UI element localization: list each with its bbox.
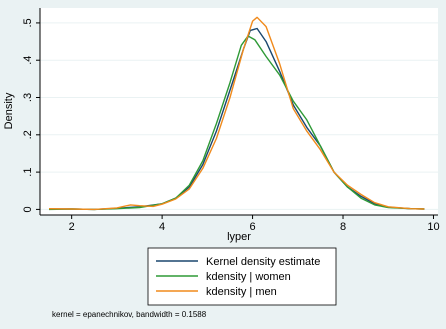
axes: [39, 8, 438, 216]
series-line-1: [48, 35, 425, 211]
y-tick-label-4: .4: [22, 56, 34, 65]
x-tick-label-3: 8: [340, 221, 346, 233]
y-tick-label-2: .2: [22, 130, 34, 139]
plot-area: [40, 8, 438, 215]
x-axis-title: lyper: [227, 231, 251, 243]
series-line-2: [48, 16, 425, 211]
kernel-note: kernel = epanechnikov, bandwidth = 0.158…: [52, 310, 207, 319]
y-tick-label-1: .1: [22, 168, 34, 177]
y-tick-label-5: .5: [22, 18, 34, 27]
legend: Kernel density estimate kdensity | women k…: [147, 247, 337, 306]
legend-label-1: kdensity | women: [206, 271, 291, 283]
x-tick-label-0: 2: [69, 221, 75, 233]
x-ticks: 2 4 6 8 10: [69, 215, 440, 233]
x-tick-label-1: 4: [159, 221, 165, 233]
x-tick-label-4: 10: [427, 221, 439, 233]
series-lines: [48, 16, 425, 211]
y-tick-label-3: .3: [22, 93, 34, 102]
legend-label-2: kdensity | men: [206, 286, 277, 298]
x-tick-label-2: 6: [250, 221, 256, 233]
y-axis-title: Density: [3, 92, 15, 129]
legend-label-0: Kernel density estimate: [206, 256, 320, 268]
y-ticks: 0 .1 .2 .3 .4 .5: [22, 18, 40, 212]
y-tick-label-0: 0: [22, 206, 34, 212]
